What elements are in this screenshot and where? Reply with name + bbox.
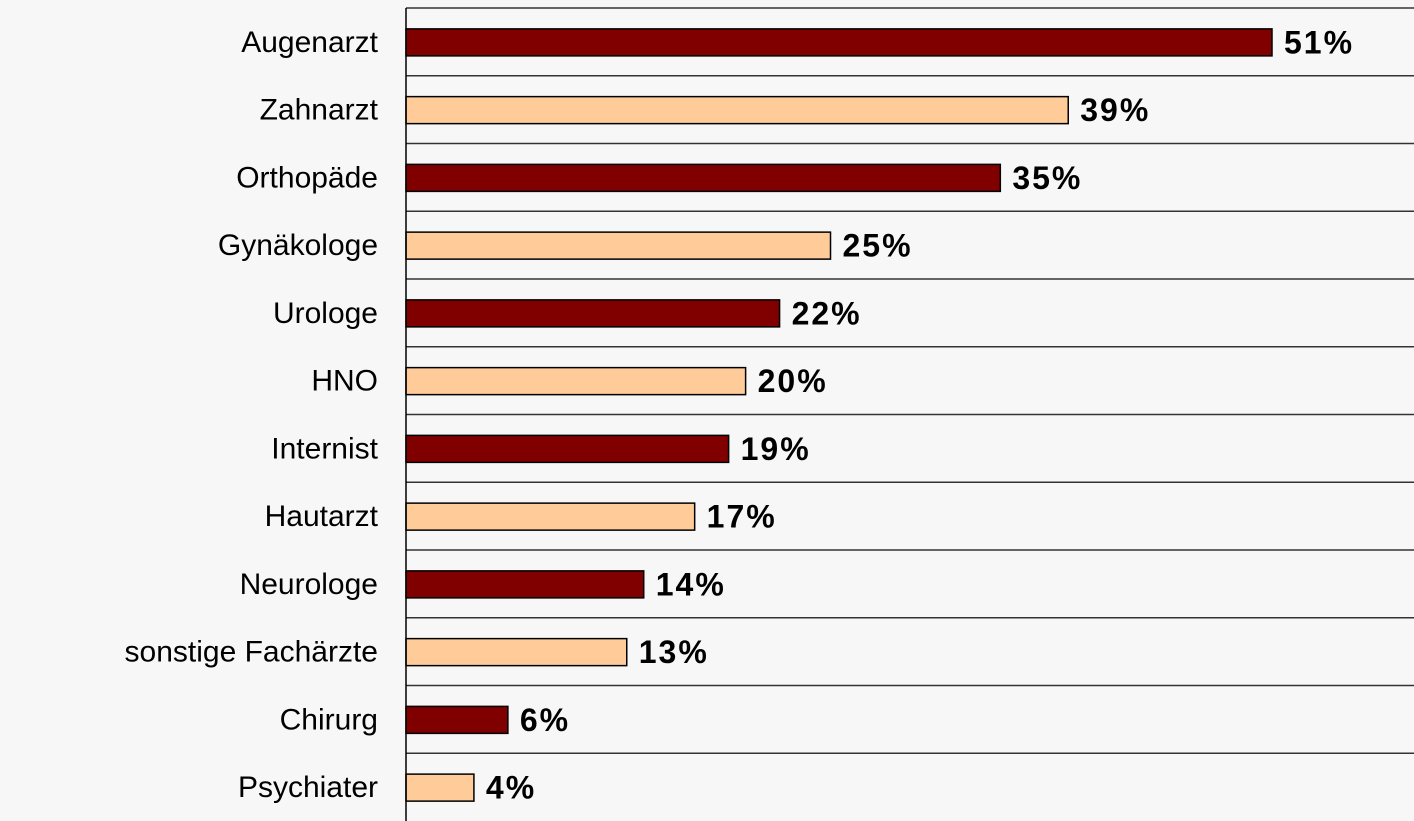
category-label: Neurologe (240, 568, 378, 601)
bar (405, 705, 509, 735)
category-label: Zahnarzt (260, 94, 379, 127)
value-label: 14% (656, 566, 726, 602)
category-label: Gynäkologe (218, 229, 378, 262)
bar (405, 28, 1273, 57)
bar (405, 434, 730, 464)
category-label: Internist (271, 432, 378, 465)
category-label: sonstige Fachärzte (125, 636, 378, 669)
bar (405, 773, 475, 802)
category-label: Augenarzt (241, 26, 378, 59)
category-label: Urologe (273, 297, 378, 330)
bar (405, 637, 628, 667)
value-label: 25% (843, 228, 913, 264)
value-label: 39% (1080, 92, 1150, 128)
category-label: HNO (311, 365, 378, 398)
category-label: Chirurg (280, 703, 378, 736)
category-label: Orthopäde (236, 161, 378, 194)
value-label: 6% (520, 702, 570, 738)
bar (405, 95, 1069, 125)
bar (405, 231, 832, 260)
value-label: 19% (741, 431, 811, 467)
bar (405, 570, 645, 599)
bar (405, 502, 696, 531)
value-label: 20% (758, 363, 828, 399)
value-label: 35% (1012, 160, 1082, 196)
value-label: 17% (707, 499, 777, 535)
value-label: 51% (1284, 24, 1354, 60)
value-label: 13% (639, 634, 709, 670)
category-label: Psychiater (238, 771, 378, 804)
bar (405, 163, 1002, 193)
value-label: 22% (792, 295, 862, 331)
bar (405, 366, 747, 396)
value-label: 4% (486, 770, 536, 806)
bar (405, 299, 781, 328)
category-label: Hautarzt (265, 500, 379, 533)
